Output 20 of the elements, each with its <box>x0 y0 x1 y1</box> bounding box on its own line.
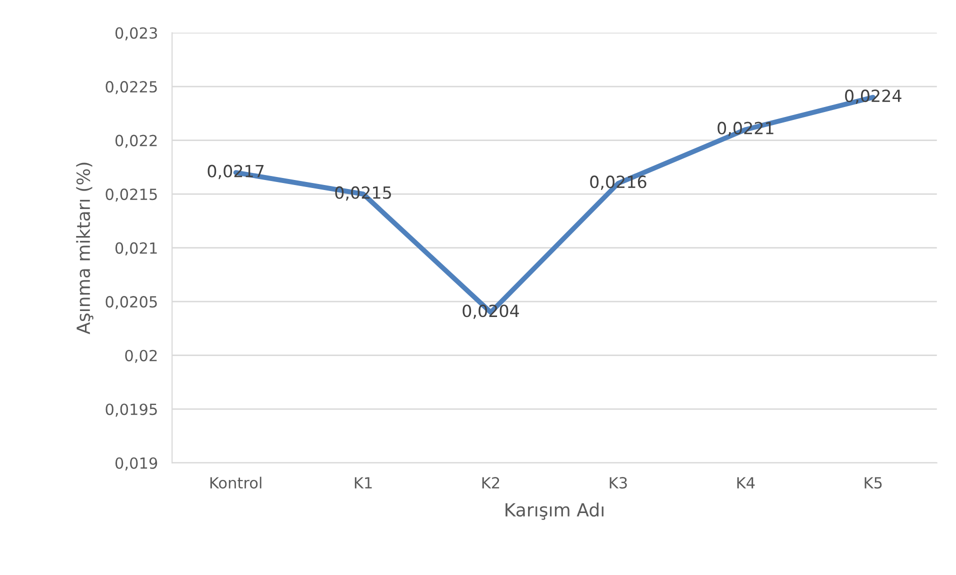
x-tick-label: K3 <box>610 477 627 489</box>
x-tick-label: K4 <box>737 477 755 488</box>
x-tick-label: K5 <box>864 477 882 489</box>
y-tick-label: 0,0215 <box>106 188 157 202</box>
data-label: 0,0224 <box>845 90 902 104</box>
y-tick-label: 0,021 <box>115 242 157 256</box>
data-label: 0,0217 <box>208 164 264 180</box>
y-tick-label: 0,023 <box>115 27 157 40</box>
data-label: 0,0204 <box>462 304 519 319</box>
x-tick-label: K2 <box>482 477 500 488</box>
x-axis-title: Karışım Adı <box>506 502 604 520</box>
y-tick-label: 0,0205 <box>106 296 157 310</box>
y-tick-label: 0,019 <box>115 457 158 470</box>
x-tick-label: K1 <box>354 477 372 488</box>
y-tick-label: 0,0195 <box>106 404 157 417</box>
y-axis-title: Aşınma miktarı (%) <box>76 162 94 334</box>
x-tick-label: Kontrol <box>210 476 262 489</box>
y-tick-label: 0,0225 <box>106 81 157 94</box>
y-tick-label: 0,02 <box>125 350 157 363</box>
y-tick-label: 0,022 <box>115 134 157 148</box>
